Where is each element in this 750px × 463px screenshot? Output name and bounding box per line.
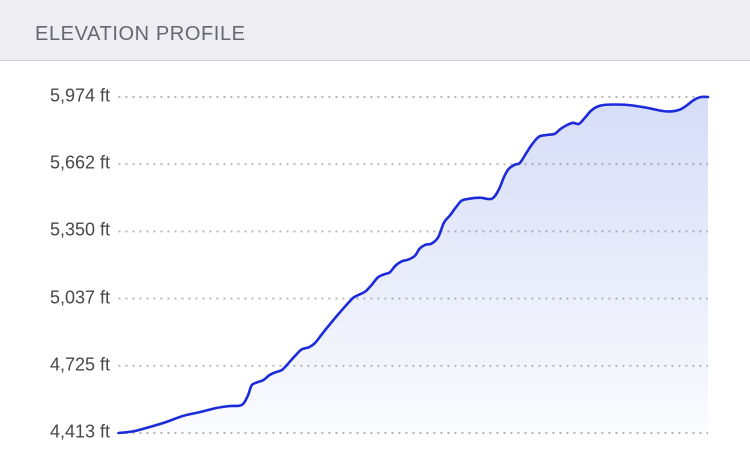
panel-title: ELEVATION PROFILE <box>35 22 246 45</box>
y-axis-label: 5,662 ft <box>49 152 110 173</box>
y-axis-label: 5,974 ft <box>49 85 110 106</box>
y-axis-label: 4,413 ft <box>49 421 110 442</box>
elevation-series <box>117 95 710 435</box>
y-axis-label: 4,725 ft <box>49 354 110 375</box>
y-axis-label: 5,350 ft <box>49 220 110 241</box>
y-axis-label: 5,037 ft <box>49 287 110 308</box>
panel-header: ELEVATION PROFILE <box>0 0 750 61</box>
elevation-line <box>117 95 710 435</box>
elevation-area-fill <box>118 96 708 434</box>
